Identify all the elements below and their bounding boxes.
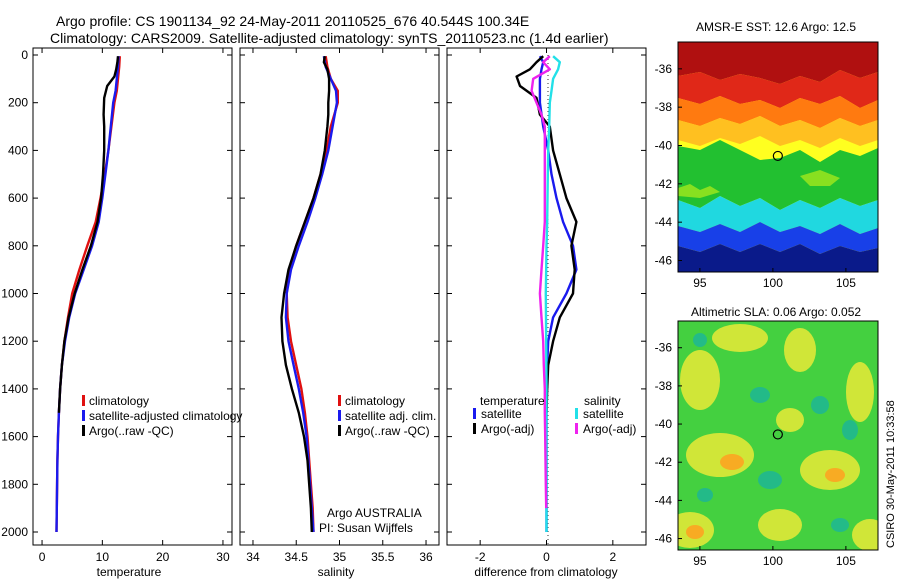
figure-title-line2: Climatology: CARS2009. Satellite-adjuste… [50,30,609,46]
depth-tick-label: 1600 [1,430,28,444]
difference-xlabel: difference from climatology [474,565,617,579]
sst-band-red [678,70,878,108]
depth-tick-label: 0 [21,48,28,62]
sst-xtick-label: 95 [693,276,707,290]
depth-tick-label: 200 [8,96,28,110]
temperature-legend-label: satellite-adjusted climatology [89,409,242,423]
sal-xtick-label: 35 [333,550,347,564]
figure-title-line1: Argo profile: CS 1901134_92 24-May-2011 … [56,13,530,29]
depth-tick-label: 1200 [1,334,28,348]
temp-xtick-label: 30 [216,550,230,564]
depth-tick-label: 1800 [1,477,28,491]
sst-argo-location-marker [772,150,783,162]
temperature-xlabel: temperature [97,565,162,579]
sst-band-orange [678,96,878,128]
salinity-legend-swatch [338,410,341,421]
sst-band-navy [678,244,878,272]
sst-band-cyan [678,196,878,234]
temperature-legend-label: Argo(..raw -QC) [89,424,174,438]
sla-heatmap [678,321,878,550]
sla-xtick-label: 100 [763,554,783,568]
diff-series-salinity-argo-adj- [530,55,551,509]
sal-xtick-label: 34 [246,550,260,564]
diff-xtick-label: 0 [543,550,550,564]
depth-tick-label: 800 [8,239,28,253]
salinity-legend-label: Argo(..raw -QC) [345,424,430,438]
sst-band-amber [678,116,878,148]
temp-series-argo-raw-qc- [57,56,120,413]
sla-argo-location-marker [772,429,783,440]
sst-heatmap [678,42,878,272]
difference-legend-salinity-header: salinity [584,394,621,408]
difference-legend-label: satellite [583,407,624,421]
sla-ytick-label: -46 [655,532,673,546]
sla-ytick-label: -40 [655,417,673,431]
sla-map-title: Altimetric SLA: 0.06 Argo: 0.052 [691,305,861,319]
argo-australia-annotation: Argo AUSTRALIA [327,506,422,520]
depth-tick-label: 1400 [1,382,28,396]
depth-tick-label: 2000 [1,525,28,539]
sla-ytick-label: -38 [655,379,673,393]
sla-xtick-label: 95 [693,554,707,568]
diff-xtick-label: -2 [475,550,486,564]
difference-legend-swatch [473,408,476,419]
sst-xtick-label: 100 [763,276,783,290]
pi-annotation: PI: Susan Wijffels [319,521,413,535]
temperature-legend-swatch [82,410,85,421]
difference-legend-swatch [575,408,578,419]
difference-legend-swatch [473,423,476,434]
difference-legend-temperature-header: temperature [480,394,545,408]
sst-map-title: AMSR-E SST: 12.6 Argo: 12.5 [696,20,856,34]
difference-legend-label: satellite [481,407,522,421]
sal-xtick-label: 34.5 [285,550,309,564]
diff-series-salinity-satellite [544,55,561,532]
sal-xtick-label: 35.5 [371,550,395,564]
sla-ytick-label: -42 [655,455,673,469]
sst-ytick-label: -46 [655,254,673,268]
temperature-axes [32,47,233,546]
temp-xtick-label: 0 [39,550,46,564]
diff-series-temperature-argo-adj- [515,55,578,413]
sst-band-blue [678,222,878,254]
sst-ytick-label: -40 [655,139,673,153]
sal-xtick-label: 36 [419,550,433,564]
sst-ytick-label: -36 [655,62,673,76]
sst-ytick-label: -44 [655,215,673,229]
temperature-legend-swatch [82,395,85,406]
temp-series-satellite-adjusted-climatology [55,56,120,533]
difference-legend-swatch [575,423,578,434]
sst-ytick-label: -42 [655,177,673,191]
temp-xtick-label: 10 [96,550,110,564]
depth-tick-label: 400 [8,143,28,157]
sst-band-green [678,140,878,210]
sla-ytick-label: -44 [655,493,673,507]
temperature-legend-swatch [82,425,85,436]
difference-legend-label: Argo(-adj) [481,422,534,436]
depth-tick-label: 1000 [1,287,28,301]
sst-band-darkred [678,42,878,84]
sla-xtick-label: 105 [836,554,856,568]
salinity-axes [239,47,440,546]
difference-legend-label: Argo(-adj) [583,422,636,436]
salinity-xlabel: salinity [318,565,355,579]
sla-ytick-label: -36 [655,341,673,355]
sst-xtick-label: 105 [836,276,856,290]
diff-xtick-label: 2 [609,550,616,564]
sal-series-satellite-adj-clim- [284,56,339,533]
salinity-legend-swatch [338,395,341,406]
temperature-legend-label: climatology [89,394,149,408]
depth-tick-label: 600 [8,191,28,205]
sal-series-argo-raw-qc- [280,56,331,533]
salinity-legend-label: satellite adj. clim. [345,409,436,423]
sst-ytick-label: -38 [655,100,673,114]
temp-xtick-label: 20 [156,550,170,564]
salinity-legend-label: climatology [345,394,405,408]
salinity-legend-swatch [338,425,341,436]
